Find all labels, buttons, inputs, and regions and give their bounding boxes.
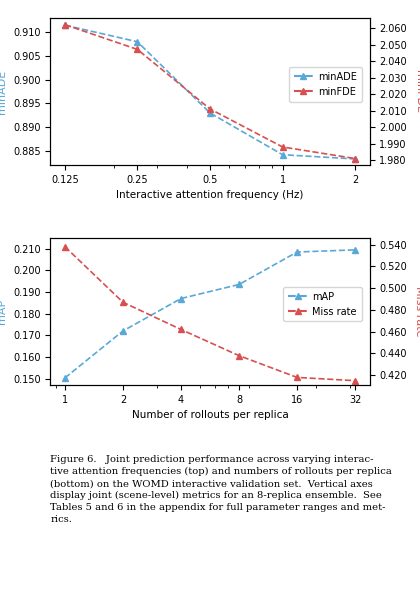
Y-axis label: minFDE: minFDE [414,70,420,113]
Text: Figure 6.   Joint prediction performance across varying interac-
tive attention : Figure 6. Joint prediction performance a… [50,455,392,524]
Y-axis label: minADE: minADE [0,69,8,114]
X-axis label: Interactive attention frequency (Hz): Interactive attention frequency (Hz) [116,190,304,200]
Y-axis label: mAP: mAP [0,299,8,324]
Y-axis label: Miss rate: Miss rate [414,287,420,337]
Legend: minADE, minFDE: minADE, minFDE [289,67,362,102]
X-axis label: Number of rollouts per replica: Number of rollouts per replica [131,411,289,420]
Legend: mAP, Miss rate: mAP, Miss rate [283,287,362,321]
